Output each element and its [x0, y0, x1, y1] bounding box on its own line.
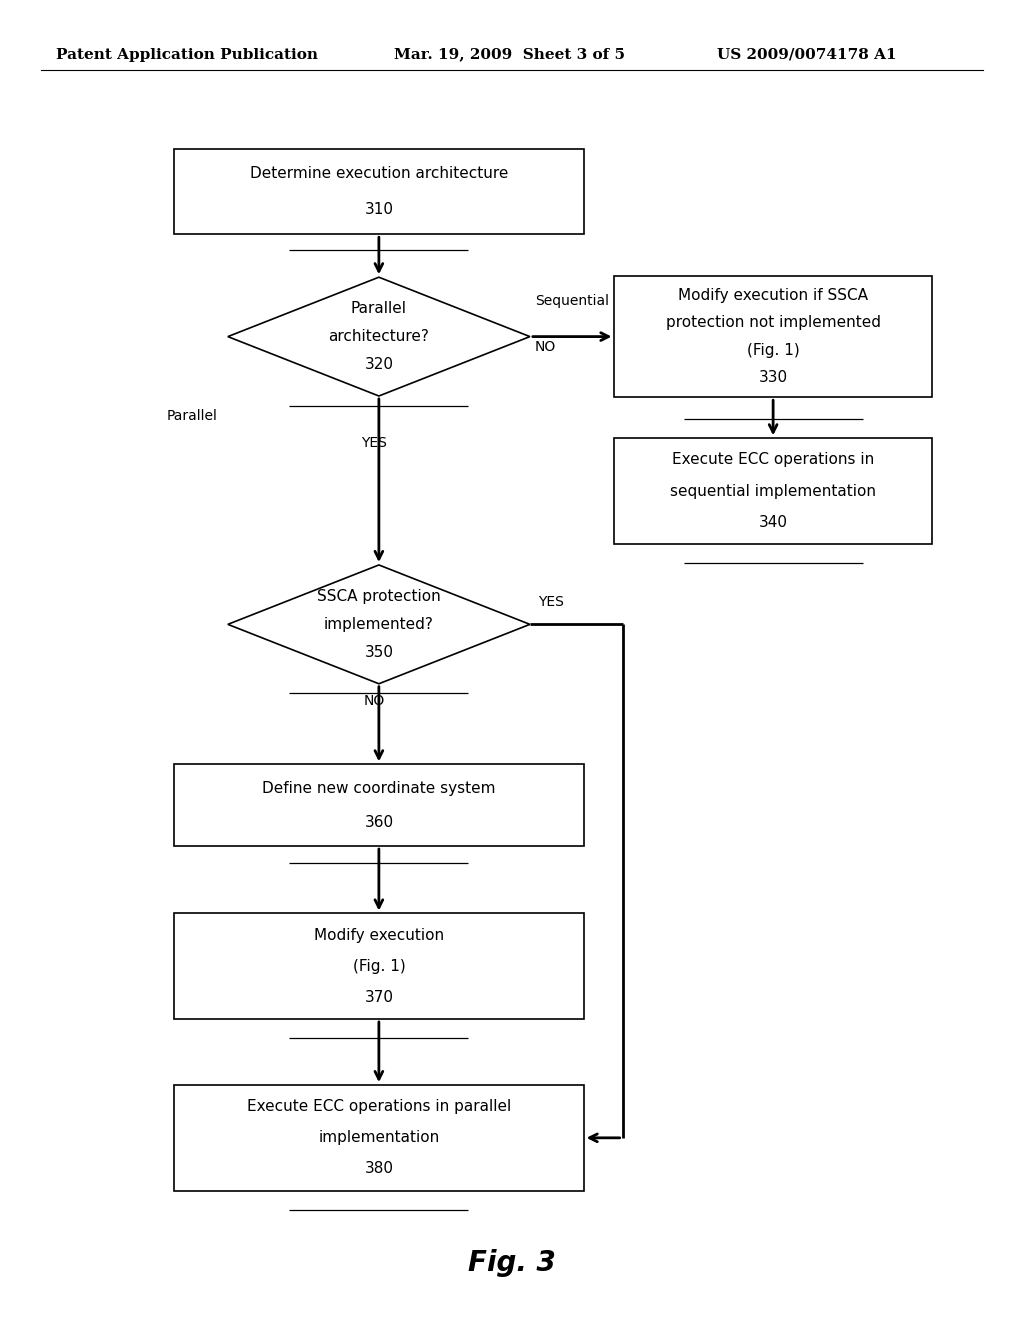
Text: implemented?: implemented?	[324, 616, 434, 632]
Text: Mar. 19, 2009  Sheet 3 of 5: Mar. 19, 2009 Sheet 3 of 5	[394, 48, 626, 62]
Text: architecture?: architecture?	[329, 329, 429, 345]
Text: Sequential: Sequential	[535, 293, 609, 308]
Text: Determine execution architecture: Determine execution architecture	[250, 166, 508, 181]
Text: SSCA protection: SSCA protection	[317, 589, 440, 603]
Text: US 2009/0074178 A1: US 2009/0074178 A1	[717, 48, 896, 62]
Text: NO: NO	[364, 694, 384, 709]
Text: 310: 310	[365, 202, 393, 216]
Text: Modify execution if SSCA: Modify execution if SSCA	[678, 288, 868, 302]
Bar	[174, 1085, 584, 1191]
Text: YES: YES	[539, 594, 564, 609]
Text: NO: NO	[535, 341, 556, 354]
Text: 360: 360	[365, 814, 393, 830]
Bar	[174, 764, 584, 846]
Text: Patent Application Publication: Patent Application Publication	[56, 48, 318, 62]
Text: sequential implementation: sequential implementation	[670, 483, 877, 499]
Text: 320: 320	[365, 358, 393, 372]
Text: Define new coordinate system: Define new coordinate system	[262, 780, 496, 796]
Text: Parallel: Parallel	[351, 301, 407, 315]
Text: YES: YES	[360, 436, 387, 450]
Text: Execute ECC operations in: Execute ECC operations in	[672, 453, 874, 467]
Polygon shape	[227, 565, 530, 684]
Bar	[174, 149, 584, 235]
Text: implementation: implementation	[318, 1130, 439, 1146]
Bar	[614, 438, 932, 544]
Text: Modify execution: Modify execution	[313, 928, 444, 942]
Bar	[614, 276, 932, 397]
Text: protection not implemented: protection not implemented	[666, 315, 881, 330]
Bar	[174, 913, 584, 1019]
Text: Fig. 3: Fig. 3	[468, 1249, 556, 1278]
Text: 330: 330	[759, 371, 787, 385]
Text: 350: 350	[365, 645, 393, 660]
Text: Parallel: Parallel	[167, 409, 217, 424]
Text: 340: 340	[759, 515, 787, 529]
Text: Execute ECC operations in parallel: Execute ECC operations in parallel	[247, 1100, 511, 1114]
Text: 370: 370	[365, 990, 393, 1005]
Text: (Fig. 1): (Fig. 1)	[746, 343, 800, 358]
Text: 380: 380	[365, 1162, 393, 1176]
Text: (Fig. 1): (Fig. 1)	[352, 958, 406, 974]
Polygon shape	[227, 277, 530, 396]
